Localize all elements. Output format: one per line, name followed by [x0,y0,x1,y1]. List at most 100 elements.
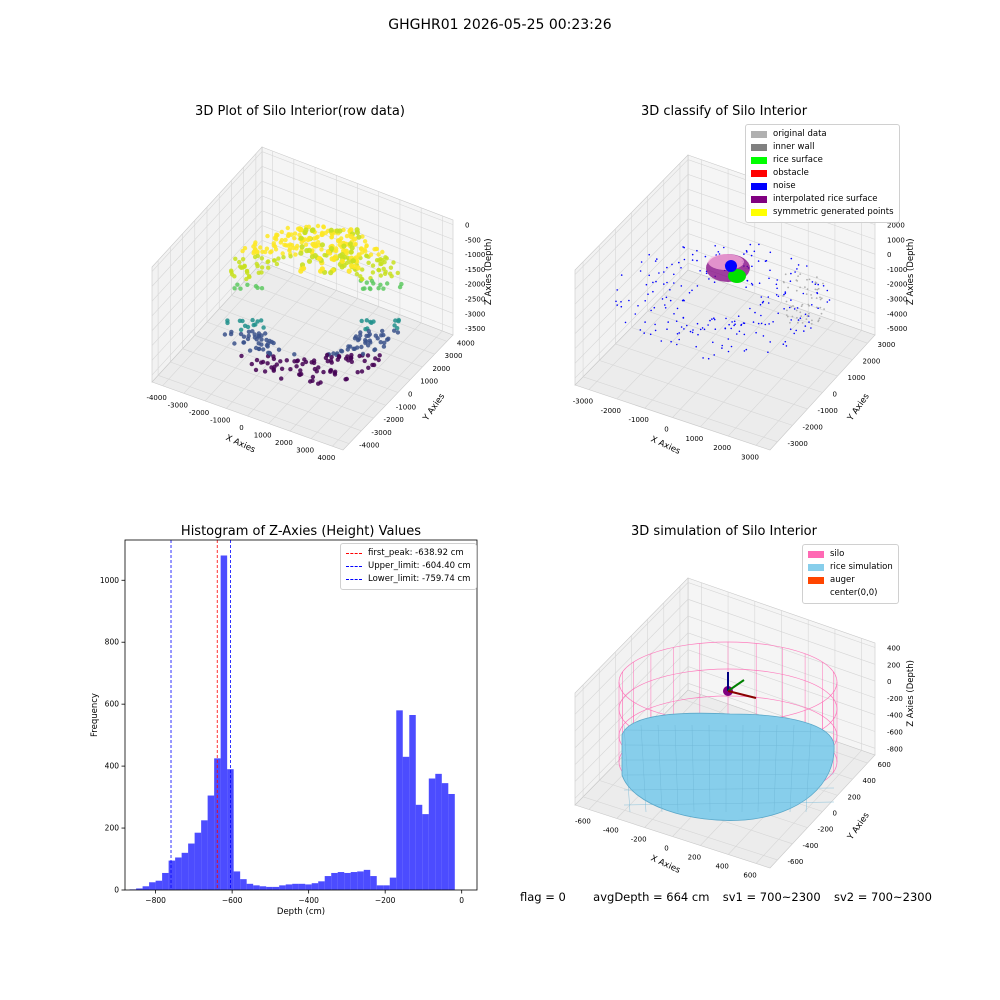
noise-point [783,308,785,310]
data-point [238,331,244,337]
noise-point [736,333,738,335]
noise-point [828,299,831,301]
y-tick-label: 600 [878,761,891,769]
noise-point [751,265,753,268]
data-point [319,242,325,248]
data-point [259,337,264,342]
histogram-plot: −800 −600 −400 −200 0 0 200 400 600 800 1000 Depth … [90,539,478,917]
data-point [259,360,264,365]
data-point [240,248,245,254]
histogram-bar [240,879,247,890]
noise-point [654,329,657,332]
data-point [245,282,250,287]
data-point [245,270,250,275]
data-point [247,348,253,353]
noise-point [790,272,792,275]
data-point [339,264,345,270]
histogram-bar [220,555,228,890]
z-tick-label: -2000 [465,281,485,289]
data-point [388,271,393,276]
grid-line [151,195,454,317]
data-point [372,347,378,352]
x-axis-label: X Axies [224,433,257,456]
noise-point [713,318,716,321]
data-point [259,333,264,338]
y-tick-label: -3000 [788,440,808,448]
data-point [255,249,260,254]
data-point [393,318,398,323]
x-tick-label: -400 [603,827,619,835]
z-tick-label: -3000 [887,296,907,304]
z-tick-label: -2000 [887,281,907,289]
histogram-bar [201,820,208,890]
histogram-bar [188,843,195,890]
noise-point [680,285,683,287]
data-point [336,354,342,359]
noise-point [680,326,683,328]
noise-point [784,291,787,293]
data-point [244,276,249,282]
data-point [249,361,254,367]
data-point [255,285,260,290]
grid-line [206,321,399,393]
data-point [385,281,390,286]
legend-label: noise [773,181,796,191]
data-point [382,271,388,276]
data-point [395,326,400,331]
data-point [381,286,386,291]
noise-point [776,287,778,290]
data-point [328,358,334,363]
noise-point [794,271,796,273]
histogram-bar [441,783,449,890]
data-point [352,346,357,351]
data-point [298,250,304,256]
noise-point [753,250,756,253]
data-point [348,233,354,240]
legend-item: Upper_limit: -604.40 cm [346,560,471,573]
data-point [347,241,353,247]
noise-point [634,313,637,315]
noise-point [749,243,752,246]
noise-point [664,307,667,309]
noise-point [730,345,733,348]
noise-point [669,289,671,291]
histogram-bar [149,882,156,890]
grid-line [151,254,454,376]
data-point [382,340,387,345]
legend-item: Lower_limit: -759.74 cm [346,573,471,586]
noise-point [796,307,799,309]
noise-point [669,299,672,302]
z-tick-label: -1000 [887,266,907,274]
y-tick-label: 1000 [420,378,438,386]
wall-point [801,322,804,324]
data-point [259,265,265,270]
figure-title: GHGHR01 2026-05-25 00:23:26 [388,17,612,33]
histogram-bar [155,880,163,890]
data-point [266,259,271,264]
data-point [338,348,344,353]
noise-point [675,320,678,323]
histogram-bar [337,872,345,890]
data-point [288,242,293,247]
mesh-line [773,724,778,813]
histogram-bar [227,769,234,890]
noise-point [721,347,723,349]
data-point [280,251,285,256]
data-point [349,245,355,251]
data-point [252,254,258,260]
noise-point [816,291,818,294]
histogram-bar [142,886,150,890]
x-tick-label: -2000 [189,409,209,417]
data-point [364,339,369,344]
legend-line [346,553,362,554]
y-tick-label: 3000 [878,341,896,349]
sv1-text: sv1 = 700~2300 [722,890,821,904]
noise-point [699,328,702,331]
noise-point [640,261,643,263]
data-point [273,234,279,239]
data-point [328,227,334,233]
z-tick-label: -3000 [465,310,485,318]
wall-point [810,297,813,299]
data-point [339,258,345,264]
noise-point [758,243,760,246]
